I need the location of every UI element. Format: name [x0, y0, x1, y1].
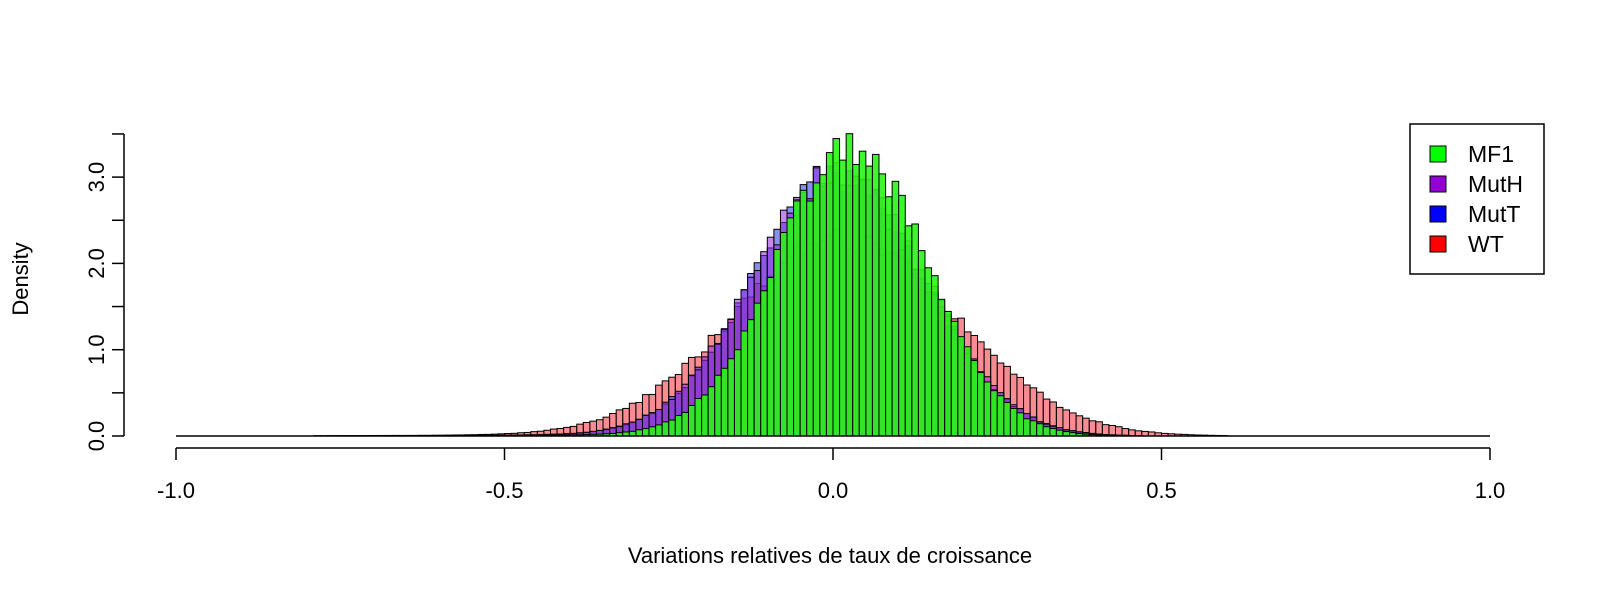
- bar-mf1: [904, 225, 913, 437]
- bar-mf1: [839, 159, 847, 437]
- bar-mf1: [694, 398, 703, 437]
- bar-mf1: [944, 310, 952, 437]
- y-axis: 0.0 1.0 2.0 3.0: [84, 133, 125, 452]
- bar-mf1: [957, 336, 965, 437]
- bar-mf1: [714, 374, 722, 437]
- bar-mf1: [681, 411, 689, 437]
- bar-mf1: [924, 267, 933, 437]
- bar-mf1: [1055, 429, 1064, 437]
- bar-mf1: [1049, 428, 1057, 437]
- bar-mf1: [977, 372, 985, 437]
- bar-mf1: [766, 277, 775, 437]
- bar-mf1: [635, 429, 643, 437]
- bar-mf1: [931, 275, 939, 437]
- bar-mf1: [661, 421, 670, 437]
- bar-mf1: [1029, 420, 1038, 437]
- bar-mf1: [1042, 426, 1051, 437]
- bar-mf1: [819, 174, 827, 437]
- bar-mf1: [911, 223, 919, 437]
- y-tick-label: 1.0: [84, 334, 109, 365]
- bar-mf1: [740, 330, 749, 437]
- bar-mf1: [852, 163, 860, 437]
- x-tick-label: 1.0: [1475, 478, 1506, 503]
- bar-mf1: [825, 152, 834, 437]
- bar-mf1: [1003, 401, 1011, 437]
- legend-label-muth: MutH: [1468, 171, 1523, 197]
- histogram-bars: [313, 133, 1228, 437]
- y-tick-label: 2.0: [84, 248, 109, 279]
- bar-mf1: [891, 180, 900, 437]
- x-tick-label: 0.0: [818, 478, 849, 503]
- bar-mf1: [996, 395, 1005, 437]
- x-axis-label: Variations relatives de taux de croissan…: [628, 543, 1032, 568]
- bar-mf1: [1009, 407, 1018, 437]
- bar-mf1: [1016, 412, 1025, 437]
- legend-swatch-wt: [1429, 235, 1447, 253]
- bar-mf1: [865, 165, 873, 437]
- x-tick-label: 0.5: [1146, 478, 1177, 503]
- bar-mf1: [812, 182, 821, 437]
- bar-mf1: [858, 150, 867, 437]
- bar-mf1: [727, 358, 735, 437]
- bar-mf1: [917, 250, 926, 437]
- bar-mf1: [655, 424, 663, 437]
- bar-mf1: [1036, 423, 1044, 437]
- y-axis-label: Density: [8, 242, 33, 315]
- legend-swatch-mf1: [1429, 145, 1447, 163]
- bar-mf1: [733, 349, 742, 437]
- bar-wt: [1115, 426, 1123, 437]
- legend-swatch-mutt: [1429, 205, 1447, 223]
- bar-mf1: [786, 217, 795, 437]
- x-tick-label: -0.5: [486, 478, 524, 503]
- x-axis: -1.0 -0.5 0.0 0.5 1.0: [157, 447, 1506, 503]
- bar-mf1: [753, 302, 762, 437]
- bar-mf1: [648, 426, 657, 437]
- bar-mf1: [773, 248, 781, 437]
- bar-mf1: [1023, 418, 1031, 437]
- bar-mf1: [970, 360, 979, 437]
- bar-mf1: [990, 390, 998, 437]
- y-tick-label: 3.0: [84, 162, 109, 193]
- y-tick-label: 0.0: [84, 421, 109, 452]
- legend-label-wt: WT: [1468, 231, 1504, 257]
- bar-mf1: [983, 381, 992, 437]
- bar-mf1: [747, 319, 755, 437]
- bar-mf1: [779, 232, 788, 437]
- bar-mf1: [674, 415, 683, 437]
- bar-mf1: [799, 189, 808, 437]
- bar-mf1: [832, 138, 841, 437]
- bar-mf1: [687, 404, 696, 437]
- bar-mf1: [793, 200, 801, 437]
- bar-mf1: [845, 133, 854, 437]
- bar-mf1: [701, 394, 709, 437]
- bar-mf1: [806, 200, 814, 437]
- legend: MF1 MutH MutT WT: [1409, 123, 1545, 275]
- bar-mf1: [963, 346, 972, 437]
- bar-mf1: [707, 386, 716, 437]
- bar-mf1: [937, 298, 946, 437]
- legend-label-mutt: MutT: [1468, 201, 1520, 227]
- bar-mf1: [641, 428, 650, 437]
- bar-mf1: [720, 367, 729, 437]
- bar-mf1: [878, 173, 887, 437]
- x-tick-label: -1.0: [157, 478, 195, 503]
- bar-mf1: [950, 320, 959, 437]
- bar-mf1: [668, 419, 676, 437]
- legend-swatch-muth: [1429, 175, 1447, 193]
- bar-mf1: [871, 153, 880, 437]
- bar-mf1: [760, 290, 768, 437]
- bar-mf1: [885, 196, 893, 437]
- legend-label-mf1: MF1: [1468, 141, 1514, 167]
- bar-mf1: [898, 194, 906, 437]
